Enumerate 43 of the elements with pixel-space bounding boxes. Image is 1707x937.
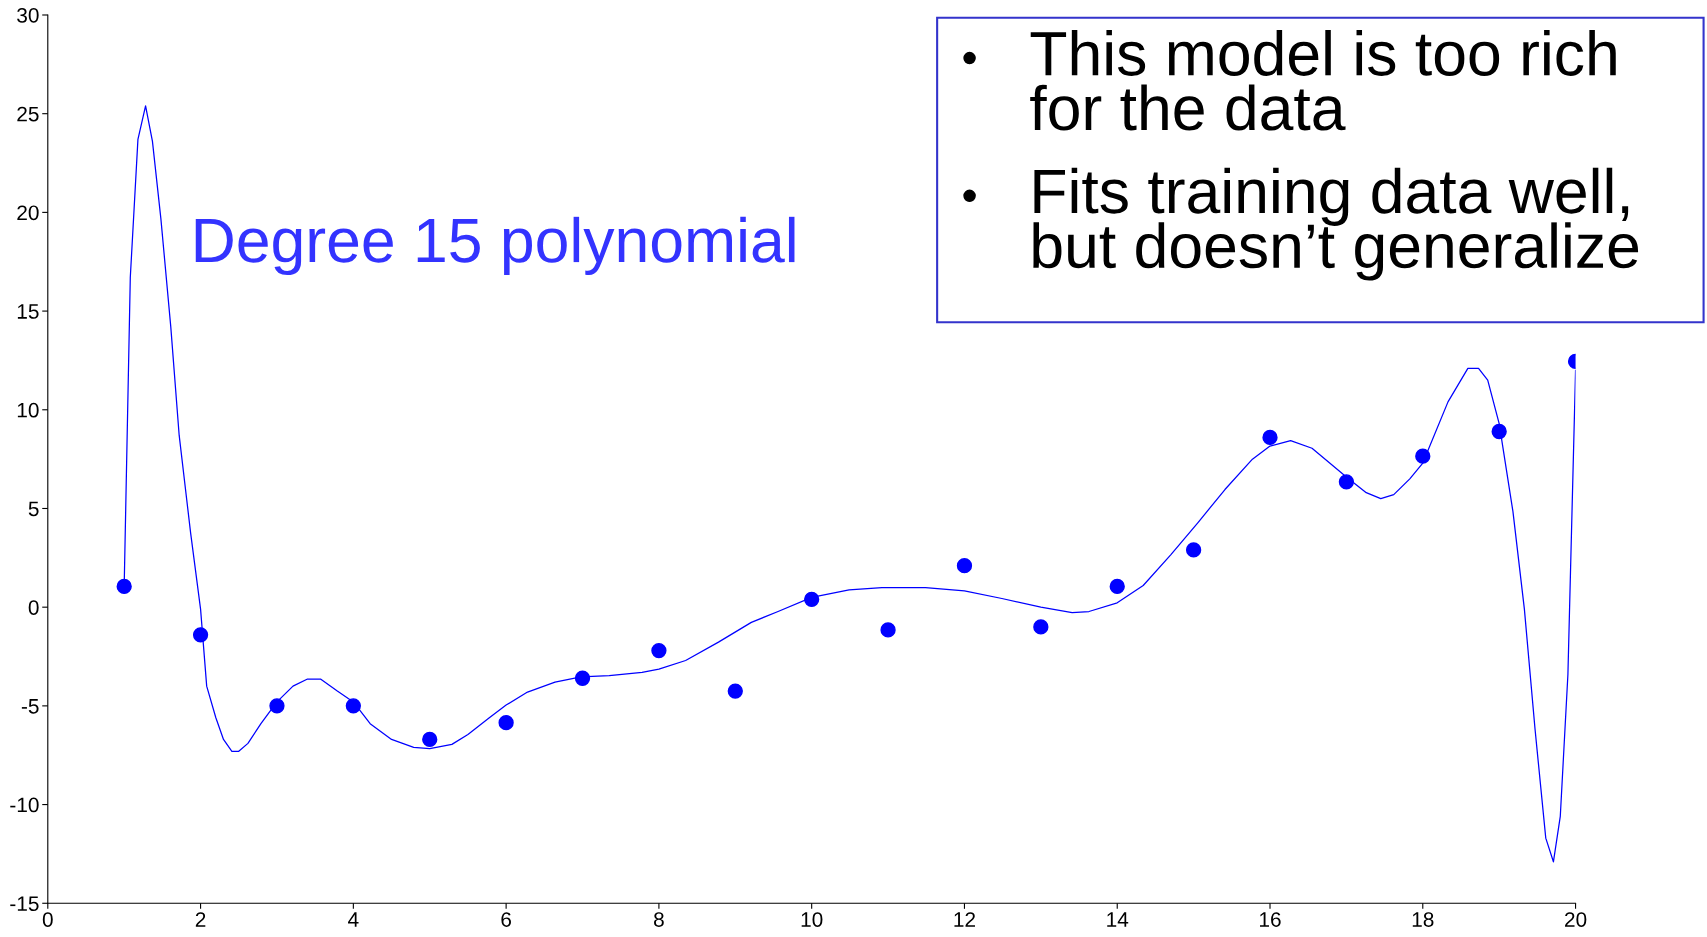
x-tick-label: 6	[501, 912, 511, 927]
point	[1491, 423, 1507, 440]
point	[574, 670, 591, 686]
point	[1262, 429, 1278, 446]
x-tick-label: 20	[1565, 912, 1587, 927]
point	[1338, 474, 1355, 490]
point	[345, 698, 361, 714]
point	[651, 642, 667, 659]
y-tick-label: 10	[17, 402, 39, 418]
x-tick-label: 4	[348, 912, 359, 927]
point	[1185, 542, 1202, 558]
point	[880, 622, 896, 638]
x-tick-label: 10	[801, 912, 823, 927]
point	[116, 578, 132, 595]
x-tick-label: 18	[1412, 912, 1434, 927]
point	[1415, 448, 1431, 464]
point	[956, 558, 973, 574]
annotation: Degree 15 polynomial	[195, 216, 795, 276]
point	[1109, 578, 1125, 595]
y-tick-label: 15	[17, 304, 39, 319]
point	[422, 731, 438, 748]
point	[804, 591, 820, 607]
y-tick-label: 5	[28, 501, 39, 517]
point	[727, 683, 743, 699]
y-tick-label: -15	[10, 896, 39, 912]
y-tick-label: -10	[10, 797, 39, 813]
annotation: This model is too rich for the data	[1030, 29, 1616, 131]
x-tick-label: 14	[1107, 912, 1129, 927]
point	[269, 698, 285, 714]
y-tick-label: 25	[17, 106, 39, 122]
point	[1033, 619, 1049, 635]
x-tick-label: 2	[195, 912, 206, 927]
y-tick-label: 30	[17, 7, 39, 23]
x-tick-label: 8	[654, 912, 664, 927]
annotation: Fits training data well, but doesn’t generalize	[1033, 167, 1639, 281]
x-tick-label: 0	[42, 912, 53, 927]
x-tick-label: 16	[1260, 912, 1281, 927]
y-tick-label: -5	[21, 699, 39, 714]
x-tick-label: 12	[954, 912, 975, 927]
point	[192, 627, 209, 643]
y-tick-label: 0	[28, 600, 39, 615]
y-tick-label: 20	[17, 205, 39, 221]
point	[498, 715, 514, 731]
